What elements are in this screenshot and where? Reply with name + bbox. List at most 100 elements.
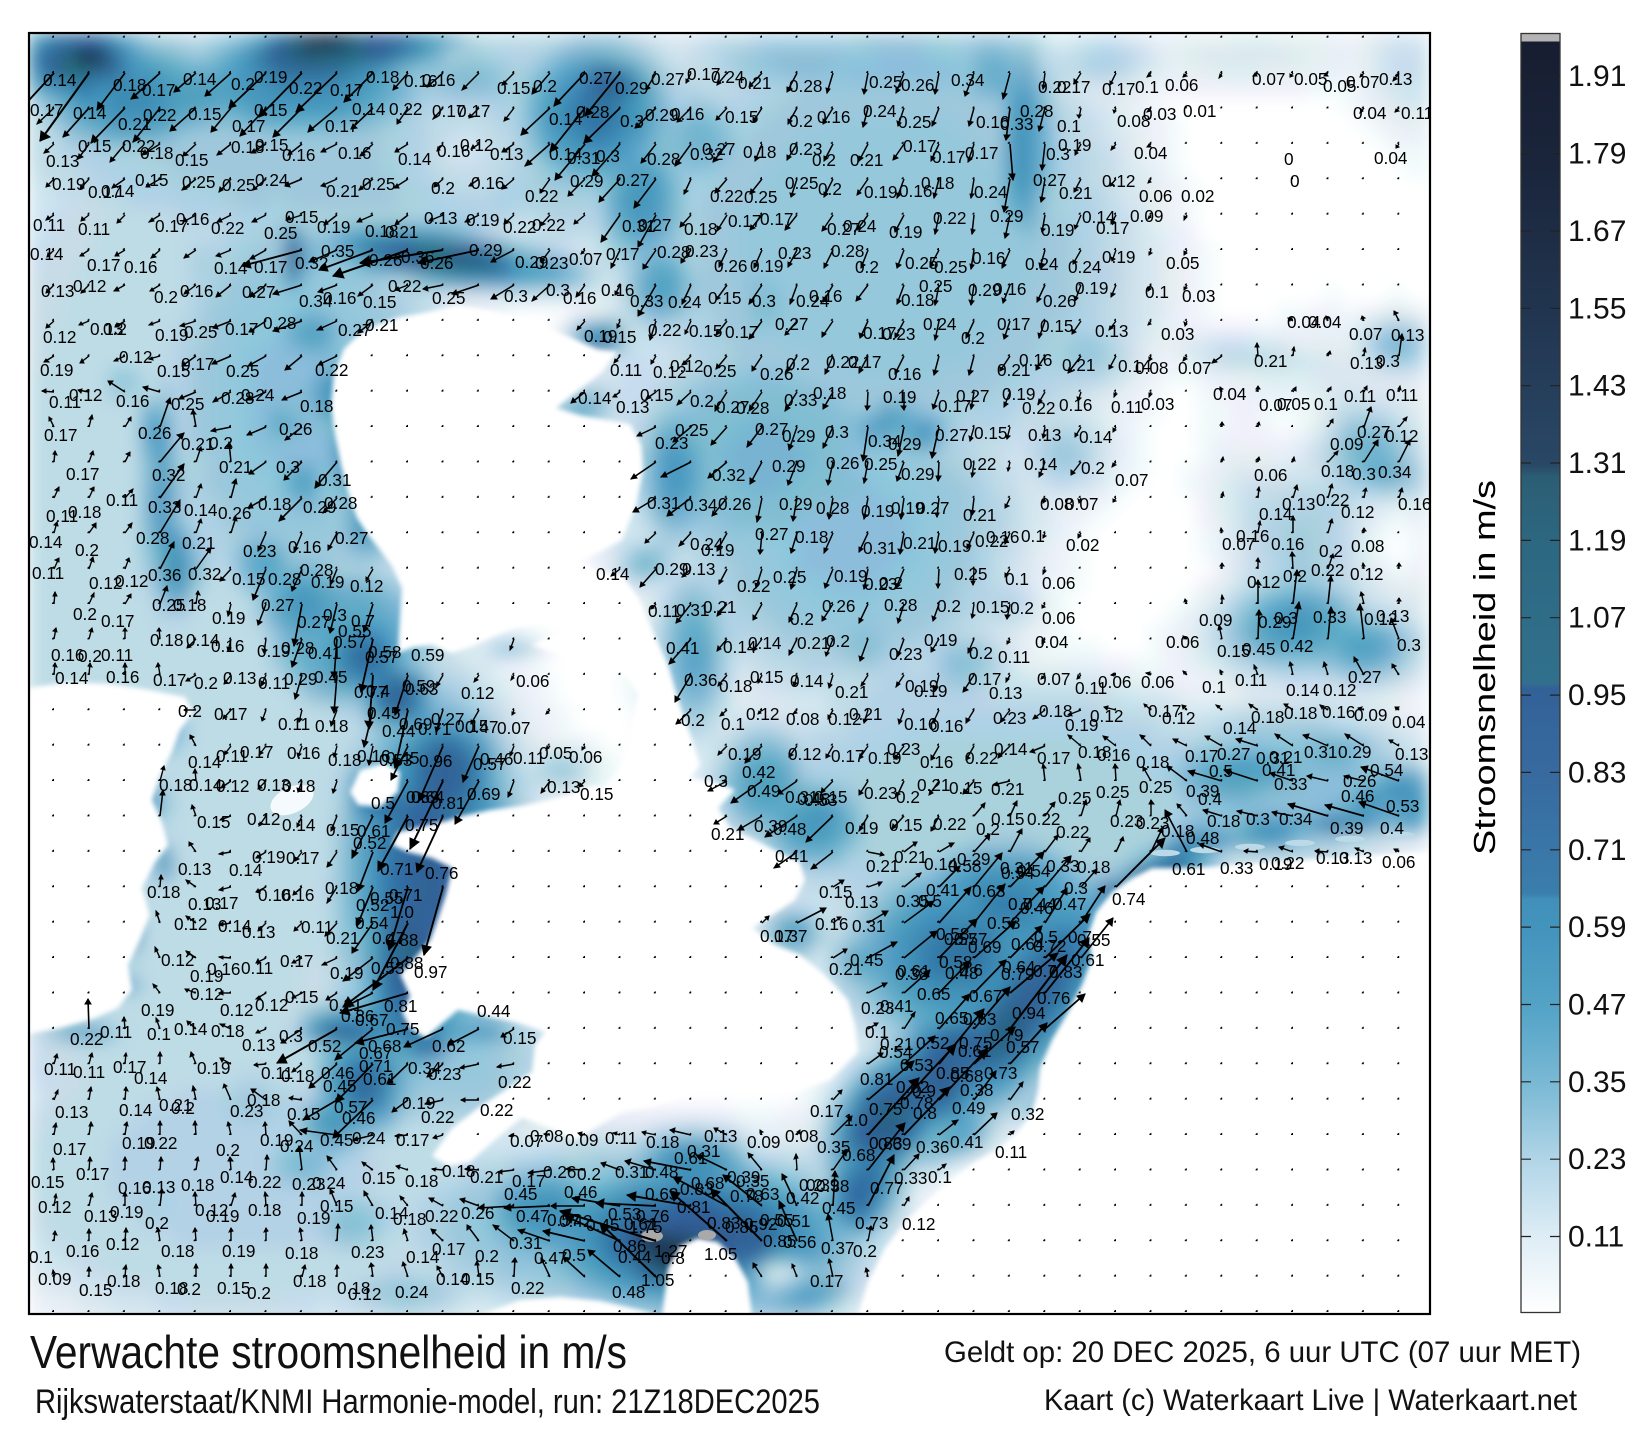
svg-text:0.27: 0.27 [242, 282, 275, 302]
svg-text:0.76: 0.76 [425, 863, 458, 883]
svg-text:0.06: 0.06 [1166, 632, 1199, 652]
svg-text:0.37: 0.37 [821, 1238, 854, 1258]
svg-text:0.16: 0.16 [323, 288, 356, 308]
svg-text:0.3: 0.3 [276, 457, 300, 477]
svg-text:0.18: 0.18 [181, 1175, 214, 1195]
svg-text:0.19: 0.19 [40, 360, 73, 380]
svg-text:0.18: 0.18 [107, 1271, 140, 1291]
svg-text:0.17: 0.17 [240, 742, 273, 762]
svg-text:0.15: 0.15 [689, 321, 722, 341]
svg-text:0.05: 0.05 [1166, 253, 1199, 273]
svg-text:0.13: 0.13 [424, 208, 457, 228]
svg-text:0.15: 0.15 [254, 100, 287, 120]
svg-text:0.15: 0.15 [285, 207, 318, 227]
svg-text:0.59: 0.59 [411, 645, 444, 665]
svg-text:0.22: 0.22 [933, 208, 966, 228]
svg-text:0.16: 0.16 [106, 667, 139, 687]
svg-text:0.7: 0.7 [351, 611, 375, 631]
svg-text:0.2: 0.2 [231, 74, 255, 94]
svg-text:0.16: 0.16 [282, 145, 315, 165]
svg-text:0.12: 0.12 [190, 984, 223, 1004]
svg-text:0.14: 0.14 [29, 532, 63, 552]
svg-text:0.06: 0.06 [516, 671, 549, 691]
svg-text:0.56: 0.56 [783, 1232, 816, 1252]
svg-text:0.17: 0.17 [76, 1164, 109, 1184]
svg-text:0.18: 0.18 [147, 882, 180, 902]
svg-text:0.16: 0.16 [815, 914, 848, 934]
svg-text:0.04: 0.04 [1374, 148, 1408, 168]
svg-text:0.32: 0.32 [188, 564, 221, 584]
svg-text:0.11: 0.11 [1386, 385, 1418, 405]
svg-text:0.17: 0.17 [330, 80, 363, 100]
svg-text:0.7: 0.7 [1068, 927, 1092, 947]
svg-text:0.17: 0.17 [53, 1139, 86, 1159]
svg-text:1.0: 1.0 [844, 1110, 868, 1130]
svg-text:0.16: 0.16 [176, 209, 209, 229]
svg-text:0.5: 0.5 [1209, 761, 1233, 781]
svg-text:0.17: 0.17 [1037, 748, 1070, 768]
svg-text:0.24: 0.24 [395, 1282, 429, 1302]
svg-text:0.22: 0.22 [143, 105, 176, 125]
svg-text:0.15: 0.15 [497, 78, 530, 98]
svg-text:0.19: 0.19 [864, 182, 897, 202]
svg-text:0.12: 0.12 [119, 347, 152, 367]
svg-text:0.3: 0.3 [596, 146, 620, 166]
svg-text:0.1: 0.1 [1057, 116, 1081, 136]
svg-text:0.04: 0.04 [1035, 632, 1069, 652]
svg-text:0.17: 0.17 [606, 244, 639, 264]
svg-text:0.18: 0.18 [159, 775, 192, 795]
svg-text:0.06: 0.06 [1165, 75, 1198, 95]
svg-text:0.2: 0.2 [1010, 598, 1034, 618]
svg-text:0.69: 0.69 [878, 1134, 911, 1154]
svg-text:0.2: 0.2 [209, 433, 233, 453]
svg-text:0.14: 0.14 [790, 671, 824, 691]
svg-text:0.2: 0.2 [1081, 458, 1105, 478]
svg-text:0.41: 0.41 [880, 996, 913, 1016]
svg-text:0.29: 0.29 [615, 78, 648, 98]
svg-text:0.23: 0.23 [882, 324, 915, 344]
svg-text:0.11: 0.11 [241, 958, 273, 978]
svg-text:0.13: 0.13 [223, 668, 256, 688]
svg-text:0.2: 0.2 [145, 1213, 169, 1233]
svg-text:0.12: 0.12 [746, 704, 779, 724]
svg-text:0.17: 0.17 [432, 1239, 465, 1259]
svg-text:0.24: 0.24 [974, 182, 1008, 202]
svg-text:0.12: 0.12 [106, 1234, 139, 1254]
svg-text:0.29: 0.29 [469, 240, 502, 260]
svg-text:1.75: 1.75 [629, 1217, 662, 1237]
svg-text:0.11: 0.11 [995, 1142, 1027, 1162]
svg-text:0.24: 0.24 [863, 101, 897, 121]
svg-text:0.63: 0.63 [405, 679, 438, 699]
svg-text:1.79: 1.79 [1568, 138, 1626, 171]
svg-text:0.2: 0.2 [937, 596, 961, 616]
svg-text:0.16: 0.16 [1097, 745, 1130, 765]
svg-text:0.11: 0.11 [1111, 397, 1143, 417]
svg-text:0.17: 0.17 [725, 322, 758, 342]
svg-text:0.53: 0.53 [804, 790, 837, 810]
svg-text:0.05: 0.05 [1277, 394, 1310, 414]
svg-text:0.18: 0.18 [293, 1271, 326, 1291]
svg-text:0.14: 0.14 [119, 1100, 153, 1120]
svg-text:0.17: 0.17 [760, 209, 793, 229]
svg-text:0.22: 0.22 [425, 1206, 458, 1226]
svg-text:0.44: 0.44 [618, 1247, 652, 1267]
svg-text:0.28: 0.28 [647, 149, 680, 169]
svg-text:0.97: 0.97 [414, 962, 447, 982]
svg-text:0.16: 0.16 [281, 885, 314, 905]
svg-text:0.18: 0.18 [366, 67, 399, 87]
svg-text:0.26: 0.26 [901, 75, 934, 95]
svg-text:0.15: 0.15 [31, 1172, 64, 1192]
svg-text:0.21: 0.21 [850, 150, 883, 170]
svg-text:0.18: 0.18 [173, 595, 206, 615]
svg-text:0.22: 0.22 [248, 1172, 281, 1192]
svg-text:0.36: 0.36 [148, 565, 181, 585]
svg-text:0.27: 0.27 [775, 314, 808, 334]
svg-text:0.06: 0.06 [1042, 608, 1075, 628]
svg-text:0.15: 0.15 [287, 1104, 320, 1124]
svg-text:0.22: 0.22 [511, 1278, 544, 1298]
svg-text:0.2: 0.2 [216, 1140, 240, 1160]
svg-text:0.1: 0.1 [1314, 394, 1338, 414]
svg-text:0.22: 0.22 [389, 99, 422, 119]
svg-text:0.27: 0.27 [579, 68, 612, 88]
svg-text:0.15: 0.15 [603, 327, 636, 347]
